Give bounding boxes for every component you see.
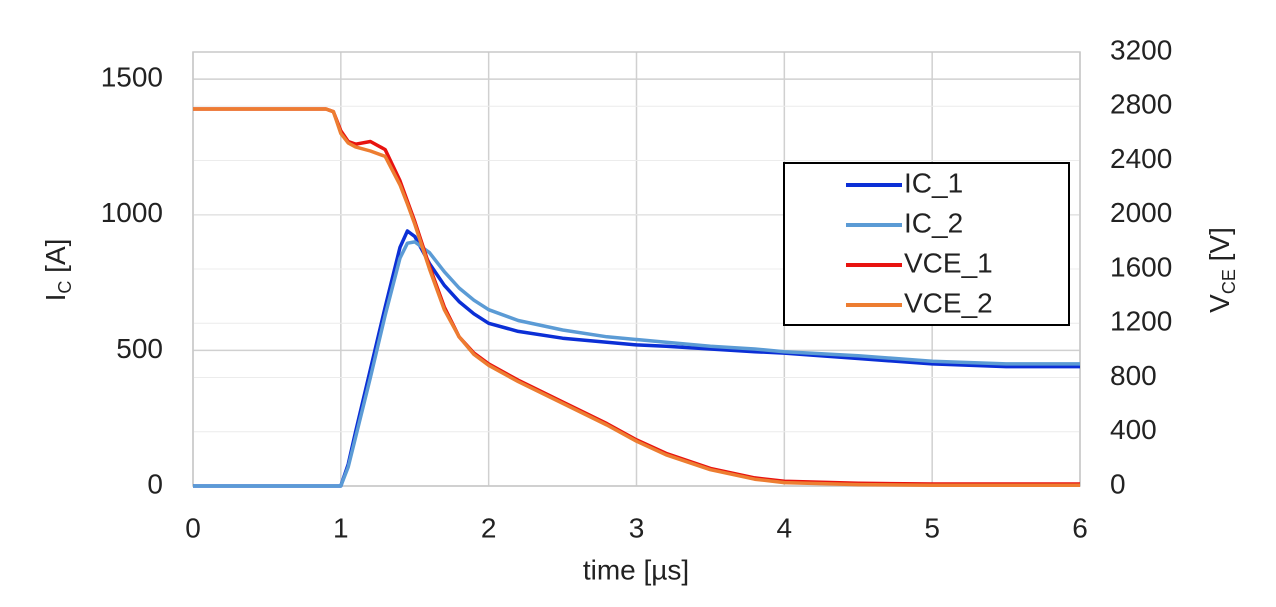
y-tick-label: 1000 xyxy=(101,197,163,228)
x-tick-label: 4 xyxy=(777,512,793,543)
y-label-text: I xyxy=(40,294,71,302)
y2-label-sub: CE xyxy=(1219,269,1239,294)
series-line xyxy=(193,240,1080,488)
legend-box xyxy=(783,162,1070,326)
x-axis-label: time [µs] xyxy=(583,554,689,585)
y-tick-label: 500 xyxy=(116,333,163,364)
y2-tick-label: 2000 xyxy=(1110,197,1172,228)
y2-axis-label: VCE [V] xyxy=(1204,227,1238,313)
y2-tick-label: 0 xyxy=(1110,468,1126,499)
legend-label: IC_2 xyxy=(904,207,963,238)
x-tick-label: 3 xyxy=(629,512,645,543)
y-axis-label: IC [A] xyxy=(40,239,74,302)
series-line xyxy=(193,107,1080,488)
legend-label: VCE_2 xyxy=(904,287,993,318)
legend-label: IC_1 xyxy=(904,167,963,198)
legend-label: VCE_1 xyxy=(904,247,993,278)
y2-tick-label: 800 xyxy=(1110,360,1157,391)
y2-tick-label: 1600 xyxy=(1110,251,1172,282)
y-tick-label: 0 xyxy=(147,468,163,499)
x-tick-label: 6 xyxy=(1072,512,1088,543)
y2-tick-label: 2400 xyxy=(1110,143,1172,174)
y-label-sub: C xyxy=(55,281,75,294)
y2-tick-label: 2800 xyxy=(1110,89,1172,120)
y2-tick-label: 3200 xyxy=(1110,34,1172,65)
y2-tick-label: 400 xyxy=(1110,414,1157,445)
x-tick-label: 1 xyxy=(333,512,349,543)
x-tick-label: 2 xyxy=(481,512,497,543)
plot-frame xyxy=(192,51,1081,487)
x-tick-label: 0 xyxy=(185,512,201,543)
y2-label-text: V xyxy=(1204,294,1235,313)
legend: IC_1 IC_2 VCE_1 VCE_2 xyxy=(783,162,1070,326)
y2-tick-label: 1200 xyxy=(1110,306,1172,337)
y-tick-label: 1500 xyxy=(101,62,163,93)
x-tick-label: 5 xyxy=(924,512,940,543)
y-label-unit: [A] xyxy=(40,239,71,281)
y2-label-unit: [V] xyxy=(1204,227,1235,269)
